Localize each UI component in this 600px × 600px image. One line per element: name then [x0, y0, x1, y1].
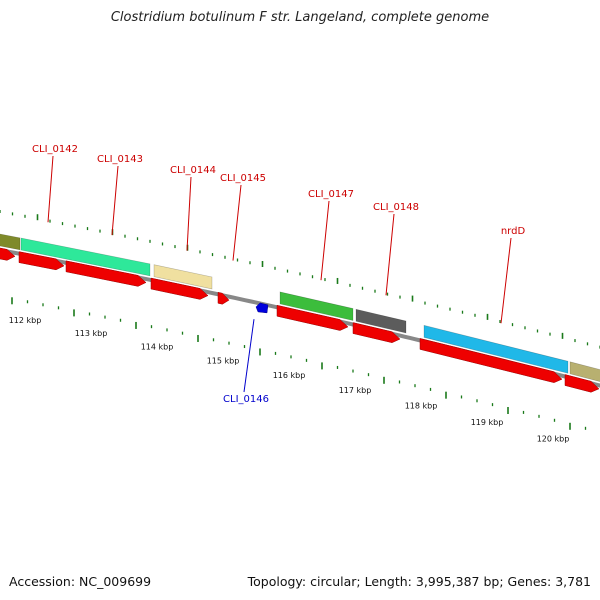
gene-band — [355, 308, 407, 334]
cds-arrow — [150, 277, 209, 300]
reverse-gene-marker — [255, 302, 269, 314]
gene-label-cli_0148: CLI_0148 — [373, 202, 419, 213]
gene-label-cli_0147: CLI_0147 — [308, 189, 354, 200]
label-leader — [500, 237, 512, 324]
label-leader — [320, 200, 330, 281]
scale-label: 119 kbp — [471, 418, 504, 427]
cds-arrow — [276, 304, 349, 331]
accession-text: Accession: NC_009699 — [9, 574, 152, 589]
cds-arrow — [65, 260, 147, 287]
gene-label-cli_0142: CLI_0142 — [32, 144, 78, 155]
label-leader — [385, 213, 395, 296]
gene-band — [279, 291, 354, 321]
scale-label: 120 kbp — [537, 434, 570, 443]
gene-band — [0, 233, 21, 251]
cds-arrow — [419, 338, 563, 383]
scale-label: 112 kbp — [9, 316, 42, 325]
scale-label: 113 kbp — [75, 329, 108, 338]
genome-summary-text: Topology: circular; Length: 3,995,387 bp… — [247, 574, 591, 589]
scale-label: 115 kbp — [207, 356, 240, 365]
gene-label-cli_0145: CLI_0145 — [220, 173, 266, 184]
label-leader — [186, 176, 192, 251]
gene-band — [569, 361, 600, 382]
scale-label: 118 kbp — [405, 402, 438, 411]
label-leader — [243, 319, 255, 393]
label-leader — [47, 155, 54, 223]
map-title: Clostridium botulinum F str. Langeland, … — [110, 10, 490, 25]
gene-band — [153, 264, 213, 290]
label-leader — [232, 184, 242, 261]
cds-arrow — [352, 322, 401, 343]
scale-label: 114 kbp — [141, 342, 174, 351]
gene-label-nrdd: nrdD — [501, 226, 526, 237]
gene-band — [423, 324, 569, 374]
gene-label-cli_0144: CLI_0144 — [170, 165, 216, 176]
cds-arrow — [0, 247, 16, 261]
gene-band — [20, 237, 151, 277]
gene-label-cli_0146: CLI_0146 — [223, 394, 269, 405]
cds-arrow — [564, 374, 600, 393]
cds-arrow — [18, 251, 65, 271]
cds-arrow — [217, 291, 230, 305]
label-leader — [111, 165, 119, 236]
gene-label-cli_0143: CLI_0143 — [97, 154, 143, 165]
scale-label: 117 kbp — [339, 386, 372, 395]
scale-label: 116 kbp — [273, 371, 306, 380]
